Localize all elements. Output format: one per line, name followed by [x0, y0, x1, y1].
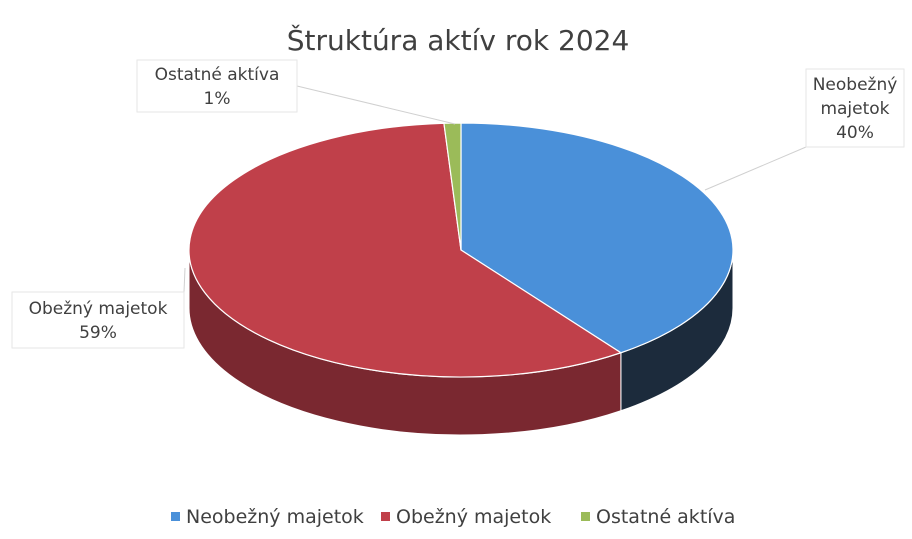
legend-item-neobezny-majetok: Neobežný majetok [171, 506, 364, 528]
chart-title: Štruktúra aktív rok 2024 [287, 23, 630, 57]
data-label-box [805, 68, 905, 148]
data-label-line: majetok [820, 99, 889, 119]
legend-swatch [171, 512, 180, 521]
legend: Neobežný majetok Obežný majetok Ostatné ak… [171, 506, 735, 528]
data-label-line: Ostatné aktíva [155, 65, 280, 85]
data-label-box [136, 59, 298, 113]
data-label-obezny-majetok: Obežný majetok 59% [11, 291, 185, 349]
legend-label: Neobežný majetok [186, 506, 364, 528]
legend-swatch [581, 512, 590, 521]
label-leader-lines [183, 85, 807, 293]
leader-line-obezny-majetok [183, 267, 186, 293]
data-label-ostatne-aktiva: Ostatné aktíva 1% [136, 59, 298, 113]
pie-slice-neobezny-majetok [460, 122, 734, 354]
legend-item-ostatne-aktiva: Ostatné aktíva [581, 506, 735, 528]
data-label-line: 1% [204, 89, 231, 109]
data-label-neobezny-majetok: Neobežný majetok 40% [805, 68, 905, 148]
legend-label: Ostatné aktíva [596, 506, 735, 528]
pie-slice-obezny-majetok [188, 122, 623, 378]
pie-tops [188, 122, 734, 378]
data-label-line: 40% [836, 123, 874, 143]
legend-item-obezny-majetok: Obežný majetok [381, 506, 551, 528]
legend-swatch [381, 512, 390, 521]
data-label-line: Neobežný [813, 75, 898, 95]
legend-label: Obežný majetok [396, 506, 551, 528]
leader-line-neobezny-majetok [704, 146, 807, 191]
data-labels: Neobežný majetok 40% Obežný majetok 59% Ostat… [11, 59, 905, 349]
data-label-line: 59% [79, 323, 117, 343]
leader-line-ostatne-aktiva [296, 85, 456, 125]
data-label-box [11, 291, 185, 349]
data-label-line: Obežný majetok [29, 299, 168, 319]
